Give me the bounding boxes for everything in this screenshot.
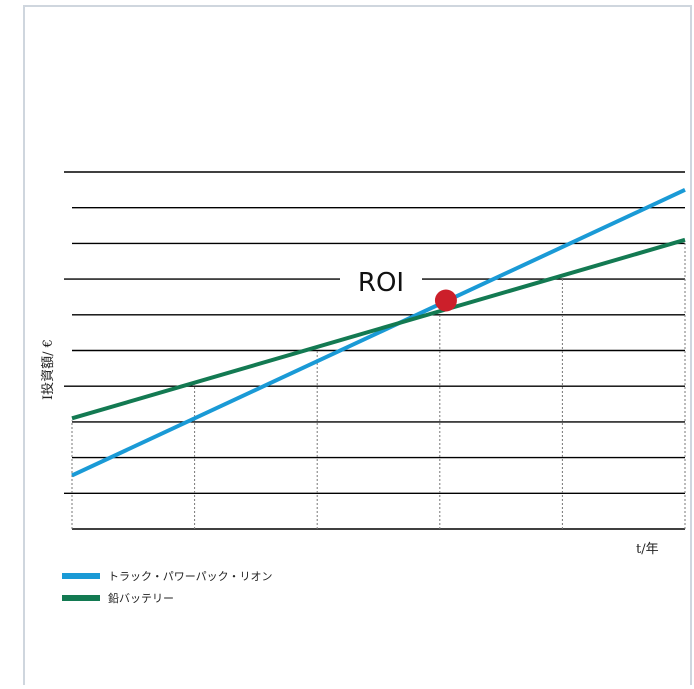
- roi-label-bg: [340, 263, 422, 297]
- y-axis-label: I投資額/ €: [40, 339, 56, 400]
- legend-swatch-lithium: [62, 573, 100, 579]
- legend-label-lead: 鉛バッテリー: [108, 592, 174, 605]
- grid: [64, 171, 685, 530]
- series-lines: [71, 188, 686, 478]
- vertical-grid: [71, 241, 686, 529]
- legend: トラック・パワーパック・リオン 鉛バッテリー: [62, 565, 272, 609]
- roi-label: ROI: [358, 268, 404, 298]
- intersection-point: [434, 289, 457, 312]
- legend-swatch-lead: [62, 595, 100, 601]
- legend-item-lithium: トラック・パワーパック・リオン: [62, 565, 272, 587]
- chart-frame: [23, 5, 692, 685]
- legend-label-lithium: トラック・パワーパック・リオン: [108, 570, 273, 583]
- series-line-lead: [71, 237, 686, 421]
- roi-annotation: ROI: [340, 263, 422, 298]
- x-axis-label: t/年: [636, 542, 659, 557]
- intersection-point-group: [434, 289, 457, 312]
- legend-item-lead: 鉛バッテリー: [62, 587, 272, 609]
- series-line-lithium: [71, 188, 686, 478]
